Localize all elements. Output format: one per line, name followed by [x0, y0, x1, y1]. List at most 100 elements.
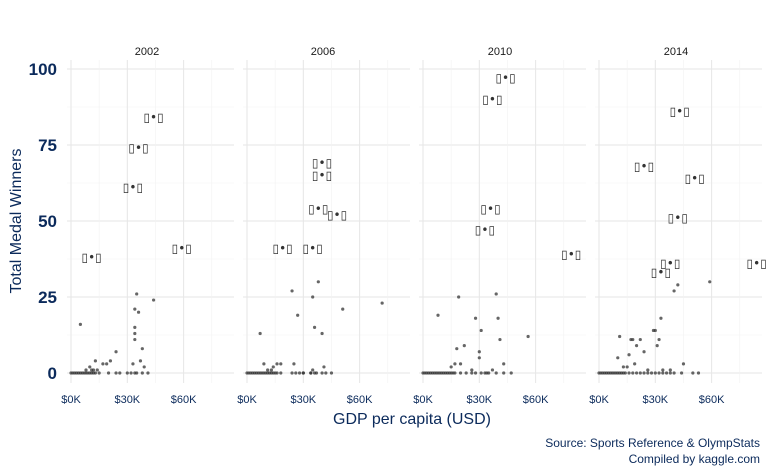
data-point: [653, 328, 657, 333]
data-point: [696, 371, 701, 375]
data-point: [649, 371, 654, 375]
data-point-label: ▯•▯: [327, 208, 347, 222]
data-point: [458, 362, 463, 366]
data-point: [78, 322, 82, 326]
data-point: [494, 371, 498, 375]
x-tick-label: $60K: [523, 394, 549, 406]
data-point: [676, 283, 680, 287]
data-point: [320, 371, 324, 375]
data-point: [479, 371, 483, 375]
data-point: [279, 362, 283, 366]
facet-label-2006: 2006: [311, 46, 335, 58]
data-point: [470, 368, 474, 372]
data-point: [131, 362, 135, 366]
y-axis-title: Total Medal Winners: [8, 149, 25, 294]
data-point: [661, 371, 665, 375]
data-point: [664, 371, 669, 375]
data-point: [638, 371, 642, 375]
data-point: [657, 371, 661, 375]
data-point: [691, 371, 695, 375]
data-point: [436, 313, 440, 317]
data-point: [151, 298, 156, 302]
data-point: [621, 365, 626, 369]
data-point: [114, 371, 118, 375]
data-point: [642, 350, 646, 354]
data-point-label: ▯•▯: [747, 257, 767, 271]
data-point-label: ▯•▯: [303, 241, 323, 255]
data-point: [679, 371, 684, 375]
y-tick-label: 25: [38, 288, 57, 307]
data-point: [672, 289, 676, 293]
data-point: [279, 371, 283, 375]
data-point: [297, 371, 302, 375]
data-point: [502, 371, 506, 375]
data-point-label: ▯•▯: [123, 181, 143, 195]
data-point: [618, 334, 622, 339]
data-point-label: ▯•▯: [561, 247, 581, 261]
x-tick-label: $0K: [237, 394, 257, 406]
data-point: [269, 368, 274, 372]
data-point: [633, 362, 637, 366]
point-labels: ▯•▯▯•▯▯•▯▯•▯▯•▯ ▯•▯ ▯•▯▯•▯▯•▯▯•▯▯•▯▯•▯▯•▯▯…: [81, 71, 766, 280]
data-point: [324, 371, 328, 375]
y-tick-label: 100: [29, 60, 57, 79]
data-point: [142, 365, 146, 369]
data-point: [133, 325, 137, 329]
x-tick-label: $60K: [171, 394, 197, 406]
data-point: [473, 316, 478, 320]
data-point-label: ▯•▯: [651, 266, 671, 280]
data-point: [453, 362, 457, 366]
y-tick-label: 50: [38, 212, 57, 231]
x-tick-label: $60K: [699, 394, 725, 406]
data-point: [140, 347, 144, 351]
data-points: [69, 280, 712, 375]
data-point: [266, 368, 270, 372]
data-point: [275, 371, 279, 375]
data-point: [258, 331, 262, 336]
data-point: [625, 365, 629, 369]
data-point: [290, 289, 294, 293]
data-point: [464, 371, 468, 375]
y-axis-ticks: 0 25 50 75 100: [29, 60, 57, 383]
facet-label-2010: 2010: [488, 46, 512, 58]
data-point: [262, 362, 266, 366]
data-point: [494, 292, 498, 296]
data-point-label: ▯•▯: [308, 202, 328, 216]
facet-strip-labels: 2002 2006 2010 2014: [135, 46, 688, 58]
x-tick-label: $30K: [642, 394, 668, 406]
x-tick-label: $0K: [589, 394, 609, 406]
data-point: [659, 316, 663, 320]
data-point: [655, 344, 659, 348]
data-point: [638, 337, 642, 342]
data-point: [455, 347, 459, 351]
data-point: [296, 313, 300, 317]
data-point: [114, 350, 118, 354]
data-point: [458, 371, 463, 375]
data-point: [322, 365, 326, 369]
data-point: [653, 371, 657, 375]
data-point: [140, 371, 144, 375]
data-point: [681, 362, 686, 366]
data-point: [135, 371, 139, 375]
facet-label-2014: 2014: [664, 46, 688, 58]
data-point: [470, 371, 474, 375]
data-point: [477, 350, 481, 354]
data-point: [133, 331, 137, 336]
data-point-label: ▯•▯: [81, 250, 101, 264]
data-point: [133, 307, 137, 311]
data-point: [627, 371, 631, 375]
data-point: [271, 365, 275, 369]
facet-label-2002: 2002: [135, 46, 159, 58]
data-point: [309, 371, 313, 375]
data-point-label: ▯•▯: [634, 159, 654, 173]
data-point-label: ▯•▯: [482, 92, 502, 106]
data-point: [93, 371, 98, 375]
data-point-label: ▯•▯: [475, 223, 495, 237]
data-point: [290, 371, 294, 375]
y-tick-label: 75: [38, 136, 57, 155]
data-point: [646, 368, 650, 372]
data-point: [462, 344, 466, 348]
x-tick-label: $30K: [290, 394, 316, 406]
data-point: [642, 371, 646, 375]
